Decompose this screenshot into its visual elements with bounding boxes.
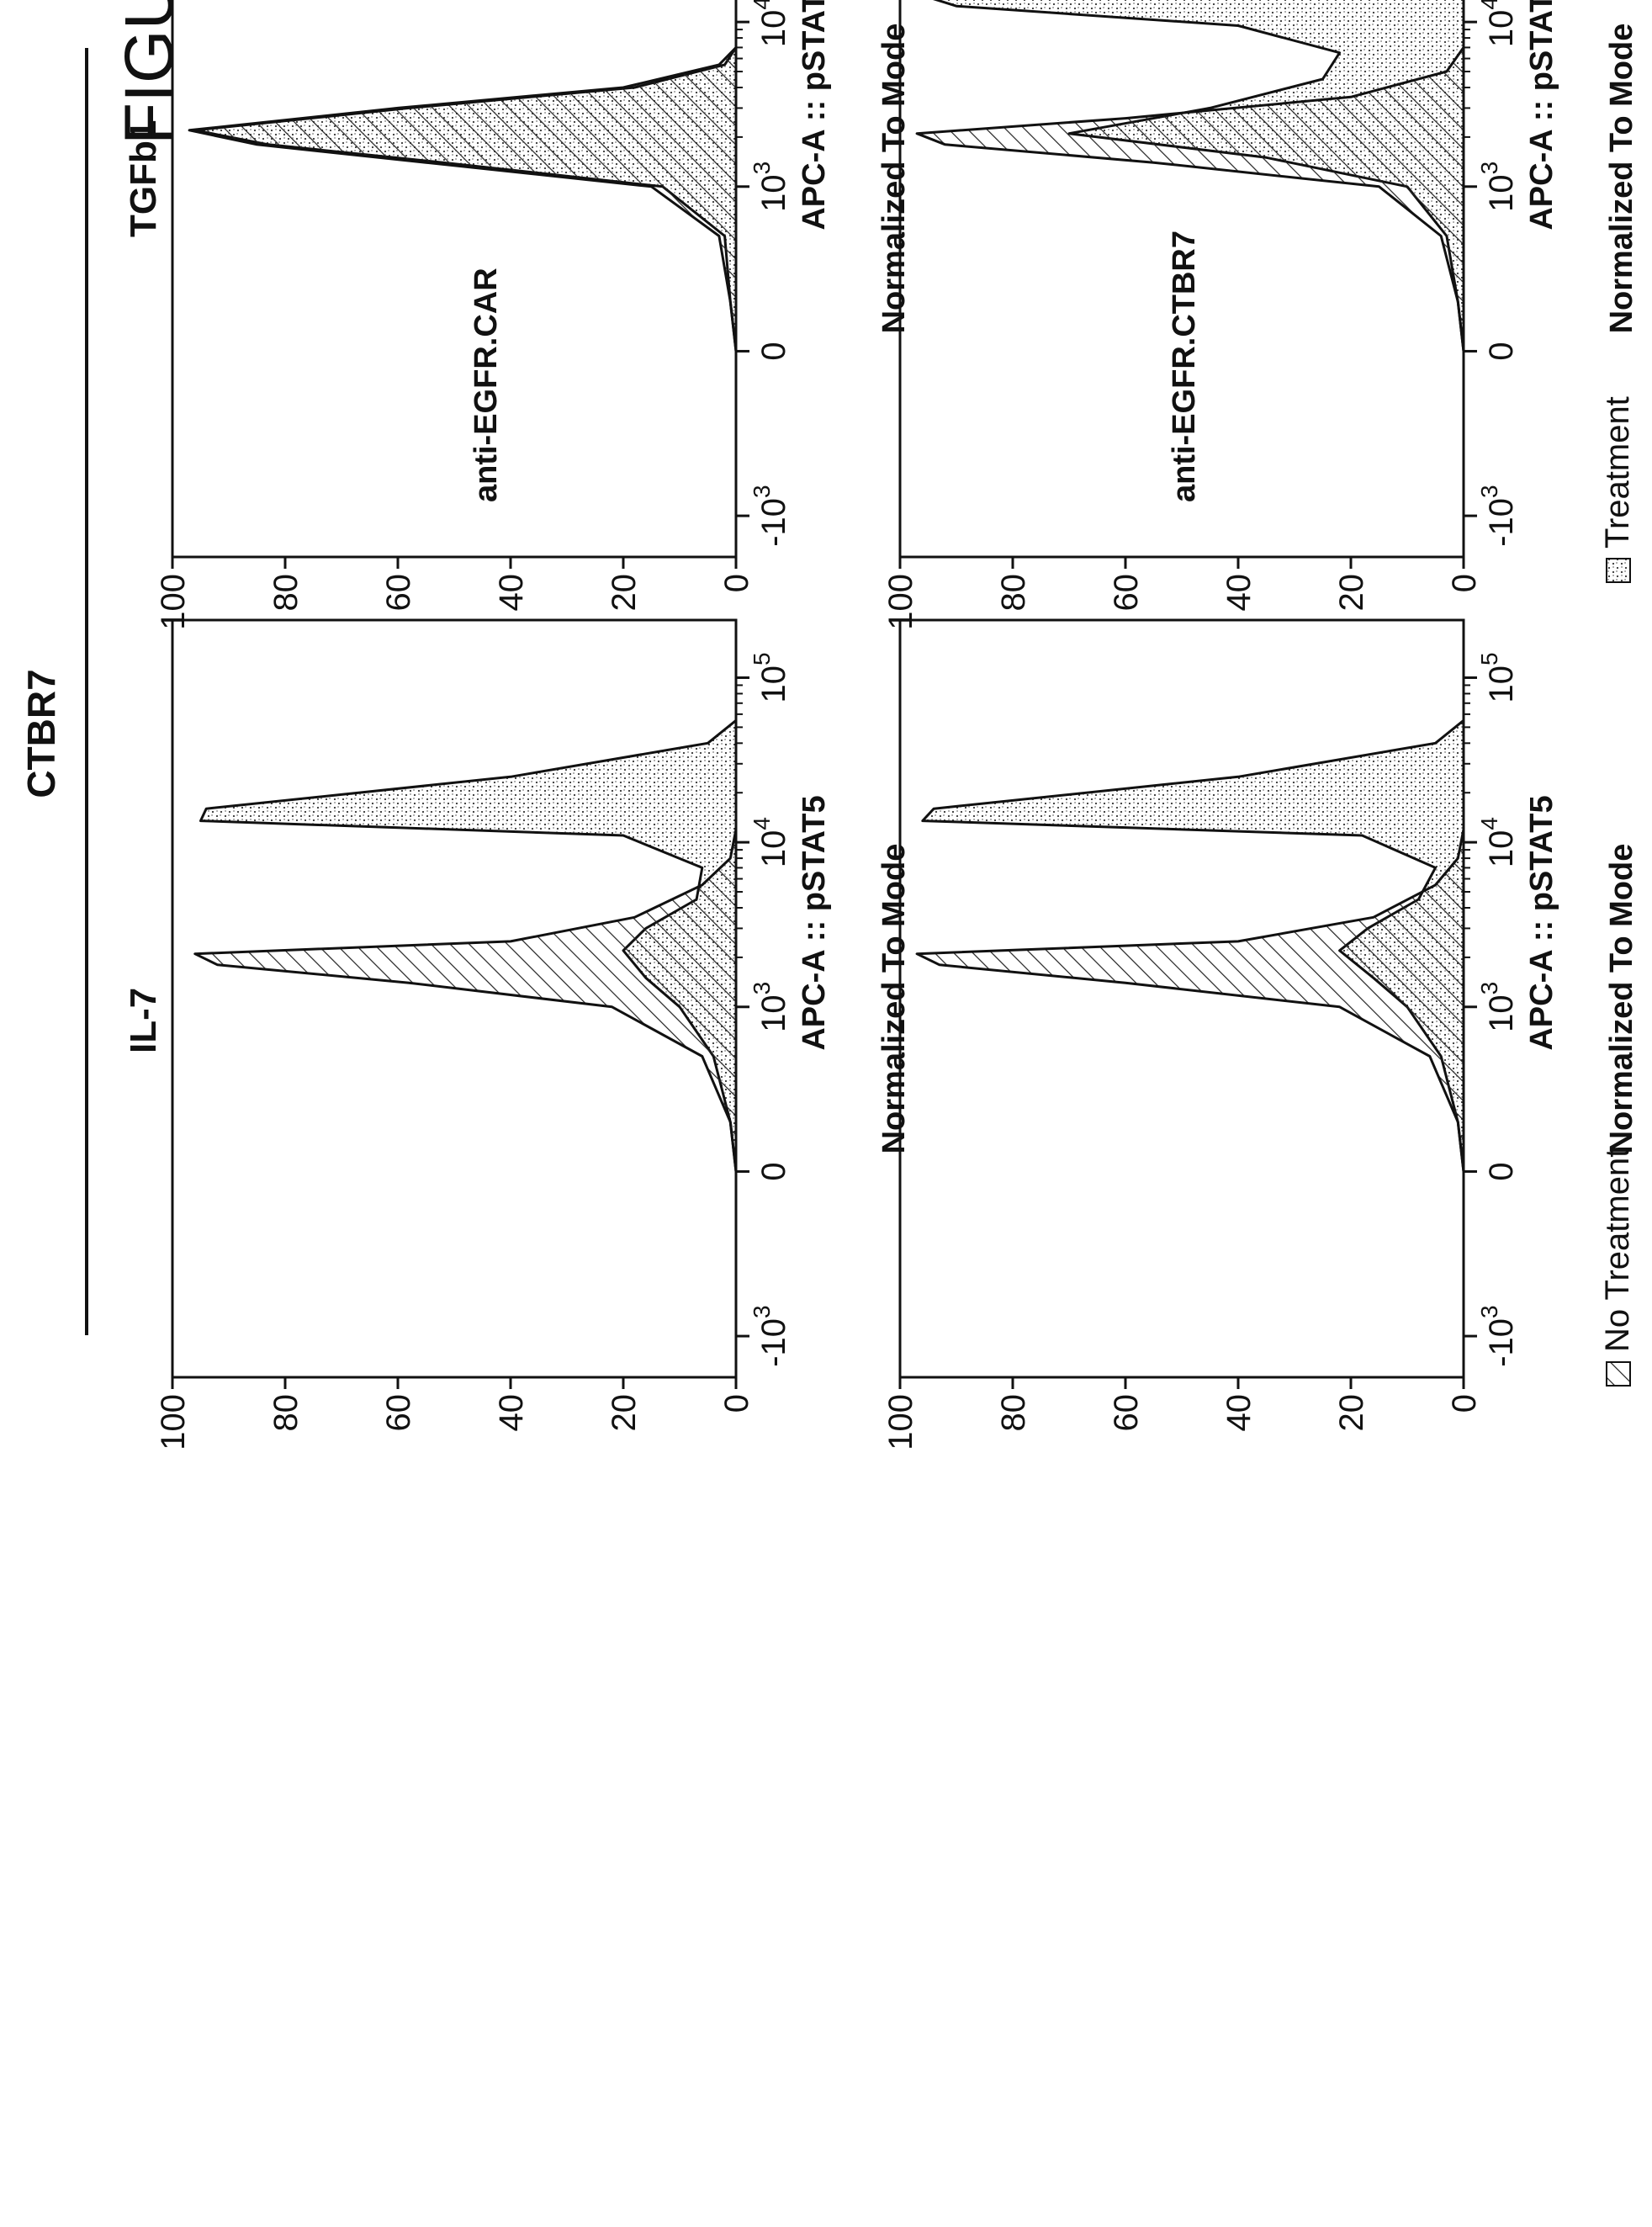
y-tick-label: 100	[882, 1394, 919, 1450]
x-tick-label: -103	[749, 1305, 792, 1366]
x-tick-label: 0	[755, 1162, 792, 1180]
group-label: CTBR7	[19, 669, 63, 798]
y-axis-title: Normalized To Mode	[1604, 24, 1639, 334]
x-tick-label: 103	[749, 162, 792, 212]
x-tick-label: 0	[755, 342, 792, 360]
x-tick-label: 105	[749, 652, 792, 703]
y-tick-label: 80	[995, 1394, 1032, 1432]
y-tick-label: 0	[718, 574, 755, 592]
y-tick-label: 20	[606, 574, 643, 612]
series-no-treatment-area	[193, 828, 738, 1173]
y-tick-label: 80	[267, 1394, 304, 1432]
x-tick-label: 104	[1476, 817, 1520, 867]
x-tick-label: 105	[1476, 652, 1520, 703]
x-tick-label: -103	[749, 485, 792, 546]
y-tick-label: 20	[1333, 1394, 1370, 1432]
x-tick-label: 103	[1476, 982, 1520, 1032]
y-tick-label: 40	[1220, 574, 1258, 612]
legend-label-no-treatment: No Treatment	[1599, 1148, 1636, 1352]
y-tick-label: 0	[1446, 1394, 1483, 1413]
y-axis-title: Normalized To Mode	[1604, 844, 1639, 1154]
y-tick-label: 80	[995, 574, 1032, 612]
y-tick-label: 100	[882, 574, 919, 630]
x-tick-label: 103	[749, 982, 792, 1032]
x-tick-label: -103	[1476, 485, 1520, 546]
y-tick-label: 40	[1220, 1394, 1258, 1432]
series-no-treatment-area	[188, 45, 738, 353]
column-title-il7: IL-7	[123, 988, 164, 1053]
row-label-1: anti-EGFR.CAR	[469, 268, 504, 502]
legend-swatch-treatment	[1606, 558, 1631, 583]
x-tick-label: 104	[749, 817, 792, 867]
y-tick-label: 60	[1108, 1394, 1145, 1432]
row-label-2: anti-EGFR.CTBR7	[1167, 231, 1202, 502]
x-axis-title: APC-A :: pSTAT5	[797, 795, 832, 1050]
y-tick-label: 60	[1108, 574, 1145, 612]
x-tick-label: 103	[1476, 162, 1520, 212]
legend-label-treatment: Treatment	[1599, 396, 1636, 549]
y-axis-title: Normalized To Mode	[876, 844, 912, 1154]
y-tick-label: 40	[493, 1394, 530, 1432]
y-tick-label: 100	[155, 574, 192, 630]
x-tick-label: -103	[1476, 1305, 1520, 1366]
x-axis-title: APC-A :: pSTAT5	[797, 0, 832, 231]
x-tick-label: 104	[749, 0, 792, 47]
y-tick-label: 80	[267, 574, 304, 612]
x-tick-label: 0	[1483, 1162, 1520, 1180]
y-tick-label: 60	[380, 574, 417, 612]
y-tick-label: 100	[155, 1394, 192, 1450]
series-no-treatment-area	[915, 828, 1465, 1173]
x-tick-label: 104	[1476, 0, 1520, 47]
figure-title: FIGURE 17	[111, 0, 188, 145]
x-tick-label: 0	[1483, 342, 1520, 360]
legend: No Treatment Treatment	[1599, 396, 1636, 1387]
x-axis-title: APC-A :: pSTAT5	[1524, 0, 1559, 231]
series-no-treatment-area	[915, 45, 1465, 353]
y-tick-label: 60	[380, 1394, 417, 1432]
y-tick-label: 0	[1446, 574, 1483, 592]
column-title-tgfb1: TGFb1	[123, 120, 164, 237]
y-tick-label: 0	[718, 1394, 755, 1413]
y-axis-title: Normalized To Mode	[876, 24, 912, 334]
x-axis-title: APC-A :: pSTAT5	[1524, 795, 1559, 1050]
y-tick-label: 20	[606, 1394, 643, 1432]
legend-swatch-no-treatment	[1606, 1361, 1631, 1387]
y-tick-label: 20	[1333, 574, 1370, 612]
y-tick-label: 40	[493, 574, 530, 612]
